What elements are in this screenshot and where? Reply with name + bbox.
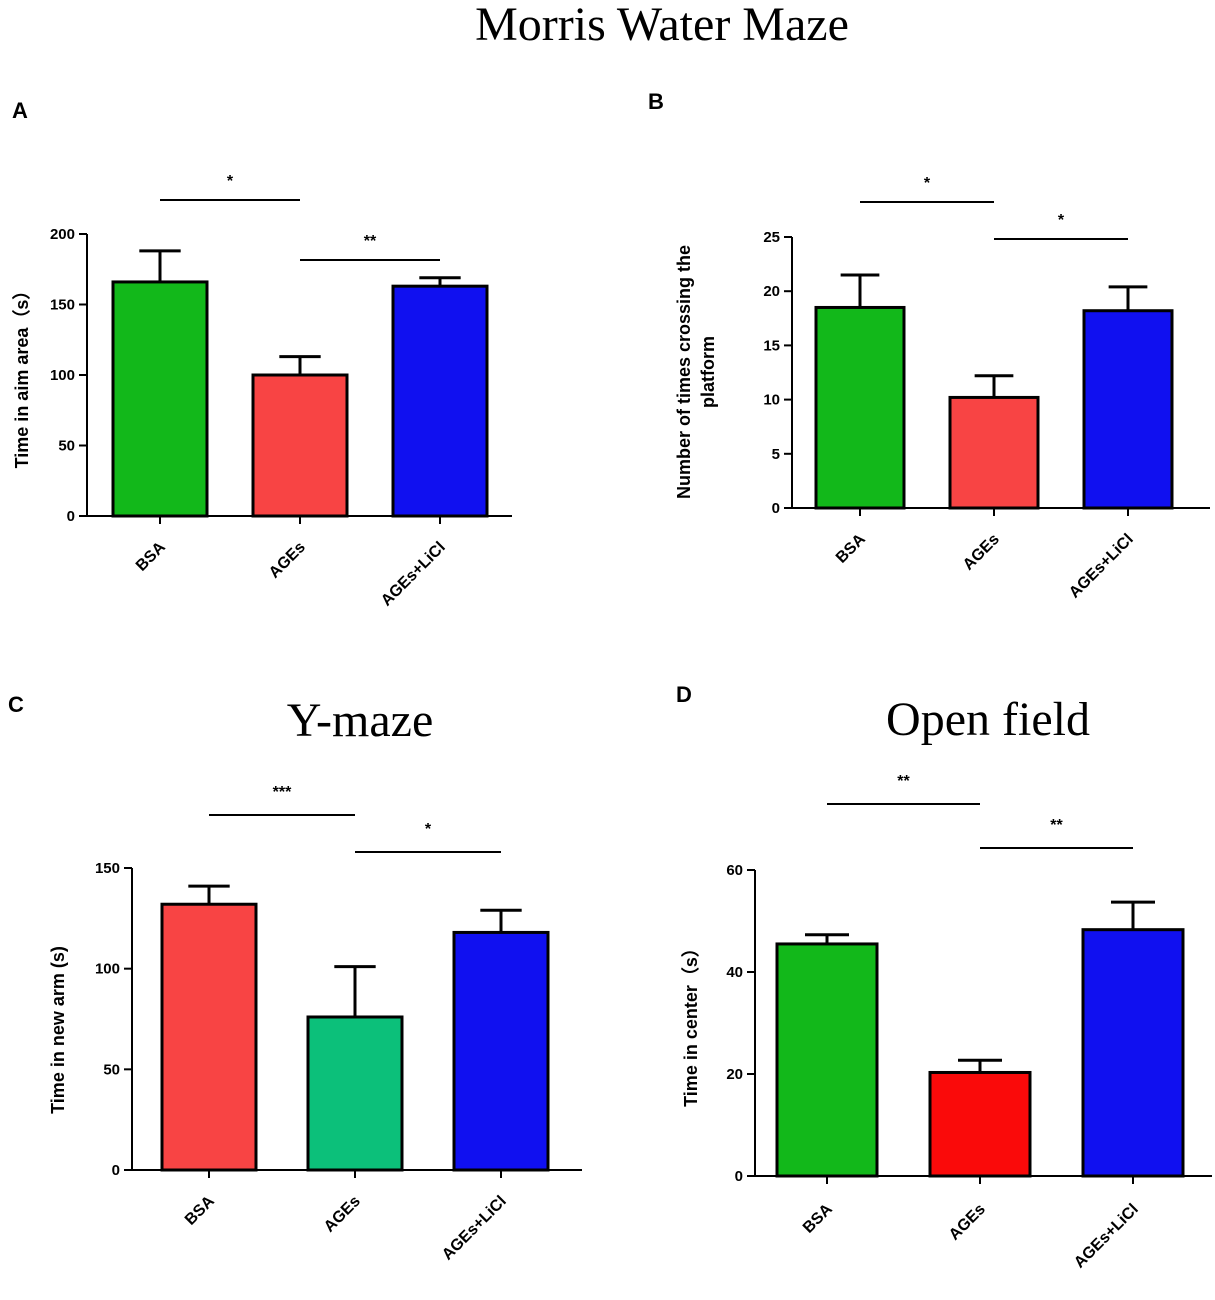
y-axis-label: Number of times crossing the platform bbox=[674, 245, 718, 499]
y-tick-label: 15 bbox=[763, 337, 780, 354]
category-label: BSA bbox=[833, 530, 869, 566]
category-label: BSA bbox=[800, 1200, 836, 1236]
y-tick-label: 0 bbox=[772, 500, 780, 517]
category-label: AGEs bbox=[321, 1193, 364, 1236]
y-tick-label: 100 bbox=[95, 961, 120, 978]
panel-d: D Open field 0 20 40 60 Time in center（s） BSA AG… bbox=[676, 682, 1212, 1272]
significance-label: *** bbox=[273, 784, 292, 801]
significance-label: * bbox=[924, 175, 931, 192]
category-label: AGEs+LiCl bbox=[1071, 1201, 1142, 1272]
bar-ages-licl bbox=[1081, 928, 1185, 1178]
y-tick-label: 0 bbox=[112, 1162, 120, 1179]
significance-label: ** bbox=[1050, 817, 1063, 834]
panel-letter: C bbox=[8, 692, 24, 717]
y-tick-label: 0 bbox=[735, 1168, 743, 1185]
bar-bsa bbox=[111, 280, 209, 518]
category-label: BSA bbox=[133, 538, 169, 574]
bar-bsa bbox=[775, 942, 879, 1178]
bar-ages-licl bbox=[1082, 309, 1174, 510]
y-tick-label: 60 bbox=[726, 862, 743, 879]
category-label: AGEs bbox=[946, 1201, 989, 1244]
y-axis-label-line: Number of times crossing the bbox=[674, 245, 694, 499]
panel-letter: D bbox=[676, 682, 692, 707]
panel-a: A 0 50 100 150 200 Time in aim area（s） BSA AGEs A… bbox=[12, 98, 512, 610]
panel-c: C Y-maze 0 50 100 150 Time in new arm (s) BSA AG… bbox=[8, 692, 582, 1264]
y-tick-label: 10 bbox=[763, 392, 780, 409]
y-tick-label: 100 bbox=[50, 367, 75, 384]
y-axis-label: Time in aim area（s） bbox=[12, 282, 32, 469]
figure-title: Morris Water Maze bbox=[475, 0, 849, 51]
y-axis-label: Time in center（s） bbox=[681, 939, 701, 1107]
y-tick-label: 25 bbox=[763, 229, 780, 246]
category-label: AGEs+LiCl bbox=[439, 1193, 510, 1264]
panel-title: Y-maze bbox=[287, 694, 434, 747]
panel-letter: B bbox=[648, 89, 664, 114]
significance-label: * bbox=[1058, 212, 1065, 229]
bar-ages bbox=[928, 1070, 1032, 1178]
bar-bsa bbox=[160, 902, 258, 1172]
y-tick-label: 200 bbox=[50, 226, 75, 243]
category-label: AGEs+LiCl bbox=[1066, 531, 1137, 602]
bar-ages-licl bbox=[452, 930, 550, 1172]
y-tick-label: 5 bbox=[772, 446, 780, 463]
y-tick-label: 40 bbox=[726, 964, 743, 981]
bar-ages bbox=[948, 395, 1040, 510]
y-tick-label: 0 bbox=[67, 508, 75, 525]
y-axis-label-line: platform bbox=[698, 336, 718, 408]
y-tick-label: 50 bbox=[58, 438, 75, 455]
panel-letter: A bbox=[12, 98, 28, 123]
bar-bsa bbox=[814, 305, 906, 510]
y-tick-label: 20 bbox=[763, 283, 780, 300]
category-label: AGEs bbox=[960, 531, 1003, 574]
significance-label: * bbox=[227, 173, 234, 190]
significance-label: ** bbox=[897, 773, 910, 790]
category-label: AGEs+LiCl bbox=[378, 539, 449, 610]
significance-label: * bbox=[425, 821, 432, 838]
bar-ages bbox=[251, 373, 349, 518]
y-tick-label: 150 bbox=[95, 860, 120, 877]
y-axis-label: Time in new arm (s) bbox=[48, 946, 68, 1114]
y-tick-label: 50 bbox=[103, 1061, 120, 1078]
panel-title: Open field bbox=[886, 693, 1090, 746]
y-tick-label: 20 bbox=[726, 1066, 743, 1083]
y-tick-label: 150 bbox=[50, 297, 75, 314]
significance-label: ** bbox=[364, 233, 377, 250]
category-label: AGEs bbox=[266, 539, 309, 582]
bar-ages-licl bbox=[391, 284, 489, 518]
bar-ages bbox=[306, 1015, 404, 1172]
category-label: BSA bbox=[182, 1192, 218, 1228]
panel-b: B 0 5 10 15 20 25 Number of times crossing the p… bbox=[648, 89, 1210, 602]
